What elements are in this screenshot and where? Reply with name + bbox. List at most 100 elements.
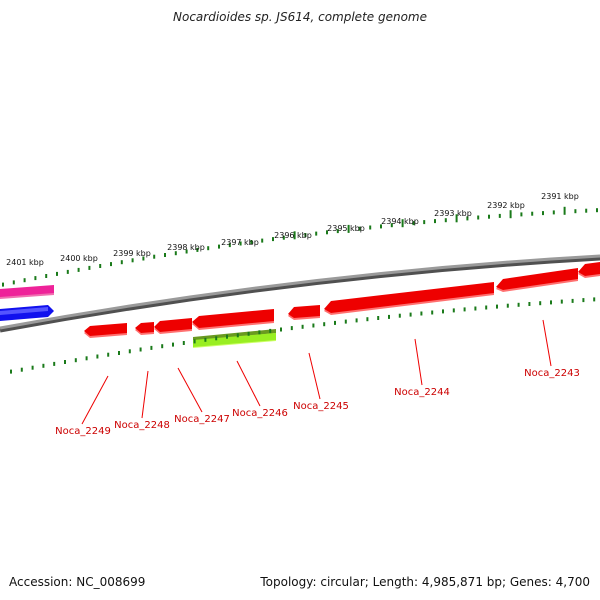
track-magenta-feature[interactable] (0, 285, 54, 299)
inner-ruler-minor-tick (582, 298, 585, 303)
gene-arrow-noca-2244[interactable] (324, 282, 494, 315)
outer-ruler-minor-tick (369, 225, 372, 230)
outer-ruler-minor-tick (358, 226, 361, 231)
gene-arrow-noca-2246[interactable] (192, 309, 274, 330)
outer-ruler-minor-tick (12, 280, 15, 285)
gene-label-noca-2244[interactable]: Noca_2244 (394, 387, 450, 398)
inner-ruler-minor-tick (280, 327, 282, 332)
outer-ruler-minor-tick (520, 212, 523, 217)
inner-ruler-minor-tick (593, 297, 596, 302)
outer-ruler-minor-tick (88, 265, 91, 270)
outer-ruler-minor-tick (185, 249, 188, 254)
outer-ruler (2, 206, 598, 287)
inner-ruler (10, 297, 596, 374)
ruler-label: 2394 kbp (381, 217, 419, 226)
inner-ruler-minor-tick (85, 356, 88, 361)
outer-ruler-minor-tick (434, 219, 436, 224)
gene-track (84, 262, 600, 348)
ruler-label: 2391 kbp (541, 192, 579, 201)
inner-ruler-minor-tick (53, 361, 56, 366)
inner-ruler-minor-tick (485, 305, 488, 310)
outer-ruler-minor-tick (120, 260, 123, 265)
outer-ruler-minor-tick (315, 231, 318, 236)
outer-ruler-minor-tick (174, 251, 177, 256)
track-blue-feature[interactable] (0, 305, 54, 321)
map-title: Nocardioides sp. JS614, complete genome (173, 10, 427, 24)
inner-ruler-minor-tick (560, 299, 563, 304)
outer-ruler-minor-tick (326, 230, 328, 235)
inner-ruler-minor-tick (215, 336, 218, 341)
gene-arrow-noca-2245[interactable] (288, 305, 320, 320)
outer-ruler-minor-tick (272, 237, 274, 242)
inner-ruler-minor-tick (474, 306, 477, 311)
gene-arrow-noca-2249[interactable] (84, 323, 127, 338)
inner-ruler-minor-tick (74, 358, 77, 363)
inner-ruler-minor-tick (161, 344, 164, 349)
outer-ruler-minor-tick (552, 210, 555, 215)
gene-arrow-noca-2243[interactable] (496, 268, 578, 292)
inner-ruler-minor-tick (226, 334, 228, 339)
inner-ruler-minor-tick (128, 349, 131, 354)
inner-ruler-minor-tick (377, 316, 380, 320)
outer-ruler-labels: 2401 kbp 2400 kbp 2399 kbp 2398 kbp 2397 kbp… (6, 192, 579, 267)
outer-ruler-minor-tick (239, 241, 242, 246)
inner-ruler-minor-tick (118, 351, 120, 355)
outer-ruler-major-tick (293, 231, 296, 240)
outer-ruler-minor-tick (196, 247, 199, 252)
outer-ruler-minor-tick (131, 258, 134, 263)
outer-ruler-major-tick (401, 219, 404, 228)
inner-ruler-minor-tick (193, 339, 196, 344)
inner-ruler-minor-tick (420, 311, 423, 316)
outer-ruler-major-tick (455, 214, 458, 223)
inner-ruler-minor-tick (452, 308, 455, 313)
inner-ruler-minor-tick (301, 324, 304, 329)
backbone-shadow (0, 255, 600, 333)
gene-highlight-noca-2246[interactable] (193, 329, 276, 348)
inner-ruler-minor-tick (571, 298, 574, 303)
gene-arrow-noca-2247[interactable] (154, 318, 192, 334)
gene-arrow-edge[interactable] (578, 262, 600, 278)
outer-ruler-minor-tick (56, 271, 58, 276)
gene-label-noca-2243[interactable]: Noca_2243 (524, 368, 580, 379)
gene-labels: Noca_2249 Noca_2248 Noca_2247 Noca_2246 … (55, 368, 580, 437)
inner-ruler-minor-tick (539, 301, 542, 306)
inner-ruler-minor-tick (398, 313, 401, 318)
outer-ruler-major-tick (563, 206, 566, 215)
outer-ruler-minor-tick (45, 274, 48, 278)
gene-label-leaders (81, 319, 552, 425)
inner-ruler-minor-tick (182, 341, 185, 345)
outer-ruler-minor-tick (304, 233, 307, 237)
outer-ruler-minor-tick (596, 208, 598, 213)
ruler-label: 2400 kbp (60, 254, 98, 263)
ruler-label: 2401 kbp (6, 258, 44, 267)
gene-label-noca-2248[interactable]: Noca_2248 (114, 420, 170, 431)
gene-label-noca-2249[interactable]: Noca_2249 (55, 426, 111, 437)
inner-ruler-minor-tick (463, 307, 466, 312)
inner-ruler-minor-tick (366, 317, 369, 322)
gene-label-noca-2247[interactable]: Noca_2247 (174, 414, 230, 425)
outer-ruler-minor-tick (498, 213, 501, 218)
inner-ruler-minor-tick (139, 347, 142, 352)
outer-ruler-minor-tick (23, 278, 26, 283)
outer-ruler-minor-tick (390, 223, 393, 228)
inner-ruler-minor-tick (10, 369, 12, 374)
inner-ruler-minor-tick (550, 300, 552, 305)
inner-ruler-minor-tick (506, 303, 509, 308)
inner-ruler-minor-tick (96, 354, 99, 359)
inner-ruler-minor-tick (431, 310, 434, 315)
outer-ruler-minor-tick (531, 211, 534, 216)
inner-ruler-minor-tick (31, 365, 34, 370)
inner-ruler-minor-tick (323, 322, 326, 327)
outer-ruler-minor-tick (110, 262, 112, 267)
inner-ruler-minor-tick (258, 330, 261, 335)
genome-summary-text: Topology: circular; Length: 4,985,871 bp… (260, 575, 590, 589)
gene-label-noca-2246[interactable]: Noca_2246 (232, 408, 288, 419)
gene-arrow-noca-2248[interactable] (135, 322, 154, 335)
inner-ruler-minor-tick (355, 318, 358, 323)
outer-ruler-minor-tick (142, 256, 145, 261)
outer-ruler-minor-tick (444, 218, 447, 223)
gene-label-noca-2245[interactable]: Noca_2245 (293, 401, 349, 412)
outer-ruler-minor-tick (66, 269, 69, 274)
inner-ruler-minor-tick (344, 319, 347, 324)
